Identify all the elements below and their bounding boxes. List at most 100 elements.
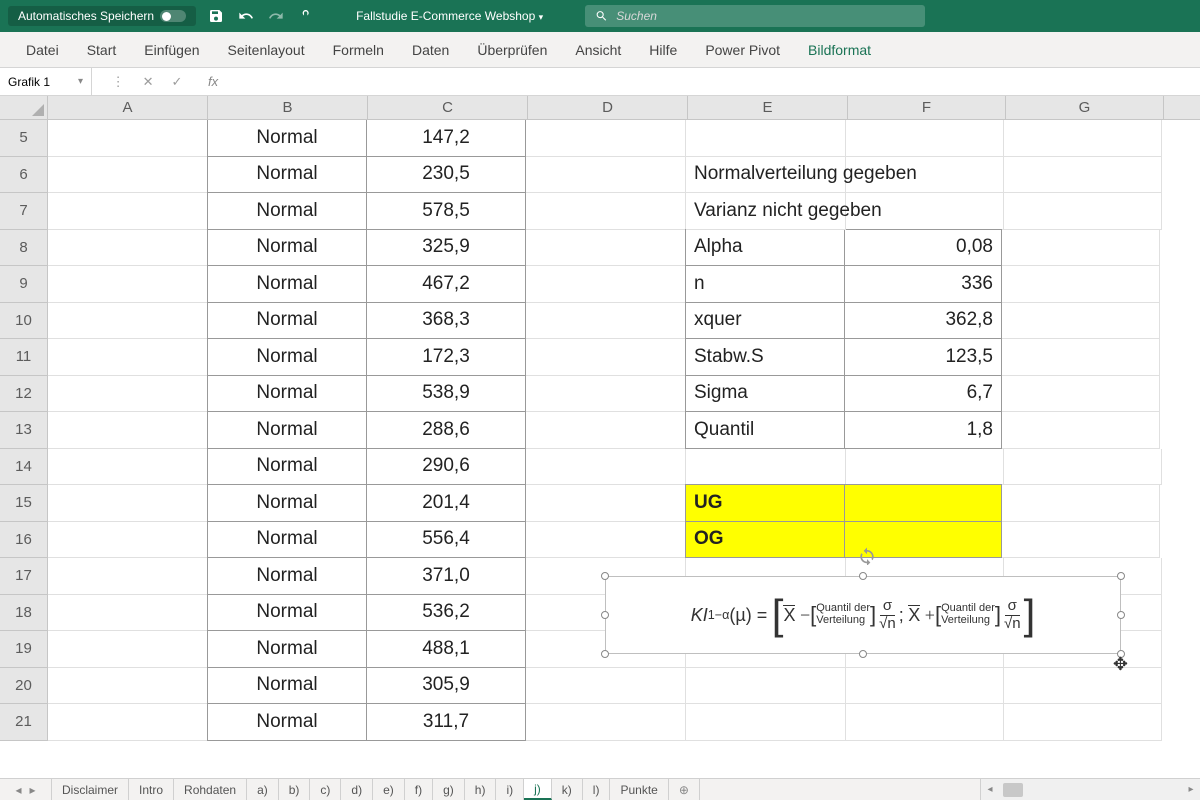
cell[interactable] xyxy=(686,668,846,705)
column-header[interactable]: A xyxy=(48,96,208,119)
ribbon-tab-start[interactable]: Start xyxy=(73,34,131,66)
cell[interactable] xyxy=(1002,485,1160,522)
sheet-tab[interactable]: b) xyxy=(279,779,311,800)
row-header[interactable]: 10 xyxy=(0,303,48,340)
touch-icon[interactable] xyxy=(298,8,314,24)
row-header[interactable]: 8 xyxy=(0,230,48,267)
cell[interactable]: 6,7 xyxy=(844,375,1002,413)
row-header[interactable]: 7 xyxy=(0,193,48,230)
spreadsheet-grid[interactable]: ABCDEFG 5Normal147,26Normal230,5Normalve… xyxy=(0,96,1200,778)
column-header[interactable]: B xyxy=(208,96,368,119)
ribbon-tab-power pivot[interactable]: Power Pivot xyxy=(691,34,794,66)
resize-handle[interactable] xyxy=(859,650,867,658)
cell[interactable] xyxy=(526,668,686,705)
sheet-tab[interactable]: i) xyxy=(496,779,524,800)
cell[interactable]: Normal xyxy=(207,667,367,705)
cell[interactable] xyxy=(1002,230,1160,267)
row-header[interactable]: 19 xyxy=(0,631,48,668)
cell[interactable]: n xyxy=(685,265,845,303)
sheet-tab[interactable]: h) xyxy=(465,779,497,800)
column-header[interactable]: D xyxy=(528,96,688,119)
sheet-tab[interactable]: f) xyxy=(405,779,433,800)
cell[interactable]: OG xyxy=(685,521,845,559)
row-header[interactable]: 6 xyxy=(0,157,48,194)
row-header[interactable]: 12 xyxy=(0,376,48,413)
sheet-tab[interactable]: Intro xyxy=(129,779,174,800)
select-all-corner[interactable] xyxy=(0,96,48,119)
cell[interactable]: 538,9 xyxy=(366,375,526,413)
cell[interactable]: Sigma xyxy=(685,375,845,413)
cell[interactable] xyxy=(48,595,208,632)
cell[interactable]: 0,08 xyxy=(844,229,1002,267)
cell[interactable] xyxy=(526,193,686,230)
row-header[interactable]: 13 xyxy=(0,412,48,449)
row-header[interactable]: 9 xyxy=(0,266,48,303)
row-header[interactable]: 17 xyxy=(0,558,48,595)
cell[interactable] xyxy=(48,230,208,267)
ribbon-tab-seitenlayout[interactable]: Seitenlayout xyxy=(214,34,319,66)
cell[interactable] xyxy=(526,303,686,340)
search-input[interactable] xyxy=(616,9,915,23)
cell[interactable] xyxy=(846,704,1004,741)
cell[interactable]: 288,6 xyxy=(366,411,526,449)
cell[interactable] xyxy=(1002,522,1160,559)
cell[interactable]: Alpha xyxy=(685,229,845,267)
resize-handle[interactable] xyxy=(601,650,609,658)
cell[interactable] xyxy=(526,339,686,376)
cell[interactable]: 488,1 xyxy=(366,630,526,668)
cell[interactable] xyxy=(48,485,208,522)
row-header[interactable]: 14 xyxy=(0,449,48,486)
cell[interactable] xyxy=(48,376,208,413)
resize-handle[interactable] xyxy=(859,572,867,580)
add-sheet-button[interactable]: ⊕ xyxy=(669,779,700,800)
name-box[interactable]: Grafik 1 ▾ xyxy=(0,68,92,95)
formula-graphic[interactable]: KI1−α(µ) = [ X −[Quantil derVerteilung] … xyxy=(605,576,1121,654)
row-header[interactable]: 21 xyxy=(0,704,48,741)
sheet-tab[interactable]: d) xyxy=(341,779,373,800)
cell[interactable] xyxy=(1002,376,1160,413)
cell[interactable]: 371,0 xyxy=(366,557,526,595)
cell[interactable] xyxy=(526,412,686,449)
ribbon-tab-formeln[interactable]: Formeln xyxy=(319,34,398,66)
cell[interactable]: 123,5 xyxy=(844,338,1002,376)
cell[interactable] xyxy=(1004,157,1162,194)
resize-handle[interactable] xyxy=(601,572,609,580)
save-icon[interactable] xyxy=(208,8,224,24)
cell[interactable]: 290,6 xyxy=(366,448,526,486)
cell[interactable] xyxy=(846,120,1004,157)
cell[interactable] xyxy=(526,230,686,267)
cell[interactable] xyxy=(526,704,686,741)
cell[interactable] xyxy=(48,631,208,668)
sheet-nav[interactable]: ◂▸ xyxy=(0,779,52,800)
cell[interactable] xyxy=(1002,266,1160,303)
cell[interactable]: Normal xyxy=(207,229,367,267)
cell[interactable] xyxy=(1004,193,1162,230)
cell[interactable] xyxy=(48,157,208,194)
cell[interactable]: 336 xyxy=(844,265,1002,303)
cell[interactable]: Normal xyxy=(207,448,367,486)
column-header[interactable]: F xyxy=(848,96,1006,119)
cell[interactable]: 362,8 xyxy=(844,302,1002,340)
column-header[interactable]: E xyxy=(688,96,848,119)
cell[interactable]: Normal xyxy=(207,120,367,157)
cell[interactable] xyxy=(526,376,686,413)
cell[interactable] xyxy=(846,449,1004,486)
cell[interactable]: Normal xyxy=(207,156,367,194)
cell[interactable] xyxy=(526,266,686,303)
row-header[interactable]: 16 xyxy=(0,522,48,559)
ribbon-tab-daten[interactable]: Daten xyxy=(398,34,463,66)
horizontal-scrollbar[interactable]: ◂▸ xyxy=(980,779,1200,800)
cell[interactable]: Normal xyxy=(207,411,367,449)
cell[interactable] xyxy=(846,668,1004,705)
sheet-tab[interactable]: c) xyxy=(310,779,341,800)
enter-icon[interactable]: ✓ xyxy=(172,74,183,90)
cell[interactable] xyxy=(48,704,208,741)
cell[interactable] xyxy=(48,522,208,559)
sheet-tab[interactable]: Rohdaten xyxy=(174,779,247,800)
cell[interactable] xyxy=(526,157,686,194)
ribbon-tab-überprüfen[interactable]: Überprüfen xyxy=(463,34,561,66)
ribbon-tab-ansicht[interactable]: Ansicht xyxy=(561,34,635,66)
row-header[interactable]: 18 xyxy=(0,595,48,632)
cell[interactable]: 1,8 xyxy=(844,411,1002,449)
redo-icon[interactable] xyxy=(268,8,284,24)
